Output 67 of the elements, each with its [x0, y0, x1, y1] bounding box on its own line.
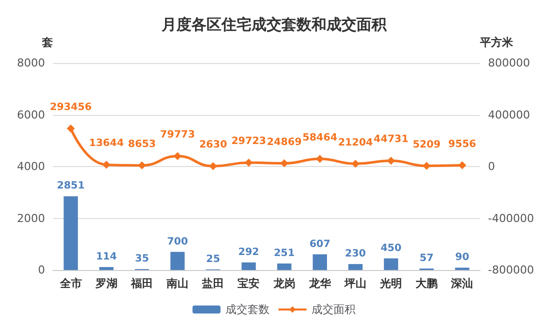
- y2-tick-label: 0: [488, 160, 495, 173]
- y-tick-label: 6000: [17, 108, 45, 122]
- point: [66, 124, 75, 133]
- y2-tick-label: -400000: [488, 212, 534, 225]
- chart-title: 月度各区住宅成交套数和成交面积: [160, 16, 388, 34]
- data-label: 57: [420, 253, 434, 264]
- data-label: 450: [380, 242, 402, 254]
- data-label: 25: [206, 254, 220, 265]
- y-tick-label: 4000: [17, 160, 45, 173]
- y-tick-label: 0: [38, 264, 45, 276]
- data-label: 700: [167, 236, 188, 248]
- data-label: 58464: [302, 132, 338, 144]
- y2-tick-label: 800000: [488, 56, 530, 70]
- data-label: 79773: [160, 130, 195, 141]
- data-label: 24869: [266, 136, 302, 148]
- x-tick-label: 全市: [58, 277, 82, 290]
- data-label: 21204: [338, 137, 373, 148]
- bar: [312, 254, 327, 270]
- bar: [64, 196, 78, 270]
- data-label: 293456: [50, 102, 92, 114]
- point: [209, 162, 218, 170]
- data-label: 8653: [128, 138, 156, 150]
- x-tick-label: 深汕: [450, 277, 474, 290]
- data-label: 9556: [448, 138, 476, 150]
- y2-axis-title: 平方米: [479, 36, 514, 49]
- data-label: 2630: [199, 140, 228, 151]
- y-tick-label: 2000: [17, 212, 45, 225]
- x-tick-label: 盐田: [201, 277, 224, 290]
- y-tick-label: 8000: [17, 56, 45, 70]
- y-axis-title: 套: [41, 36, 53, 49]
- point: [316, 154, 324, 163]
- data-label: 13644: [88, 138, 124, 150]
- y2-tick-label: 400000: [488, 108, 530, 122]
- bar: [277, 264, 292, 270]
- x-tick-label: 龙华: [308, 277, 332, 290]
- x-tick-label: 龙岗: [272, 277, 296, 290]
- data-label: 230: [345, 248, 366, 260]
- data-label: 5209: [412, 139, 441, 150]
- point: [458, 161, 466, 170]
- legend-label: 成交套数: [226, 303, 270, 316]
- x-tick-label: 坪山: [343, 277, 366, 290]
- data-label: 607: [309, 238, 330, 250]
- point: [387, 156, 396, 165]
- data-label: 44731: [374, 134, 408, 146]
- data-label: 114: [96, 252, 117, 263]
- x-tick-label: 罗湖: [94, 277, 118, 290]
- point: [102, 160, 110, 169]
- x-tick-label: 大鹏: [416, 277, 438, 290]
- bar: [348, 264, 363, 270]
- x-tick-label: 宝安: [238, 277, 260, 290]
- x-tick-label: 光明: [379, 277, 402, 290]
- legend-label: 成交面积: [312, 303, 356, 316]
- data-label: 251: [274, 248, 295, 260]
- point: [351, 160, 360, 168]
- x-tick-label: 福田: [130, 277, 153, 290]
- y2-tick-label: -800000: [488, 264, 534, 276]
- data-label: 90: [455, 252, 470, 264]
- bar: [99, 267, 114, 270]
- bar: [170, 252, 185, 270]
- data-label: 2851: [56, 180, 85, 192]
- x-tick-label: 南山: [166, 277, 189, 290]
- data-label: 292: [238, 246, 260, 258]
- data-label: 35: [134, 254, 149, 265]
- data-label: 29723: [231, 136, 266, 148]
- bar: [384, 258, 398, 270]
- bar: [242, 262, 256, 270]
- point: [244, 158, 253, 167]
